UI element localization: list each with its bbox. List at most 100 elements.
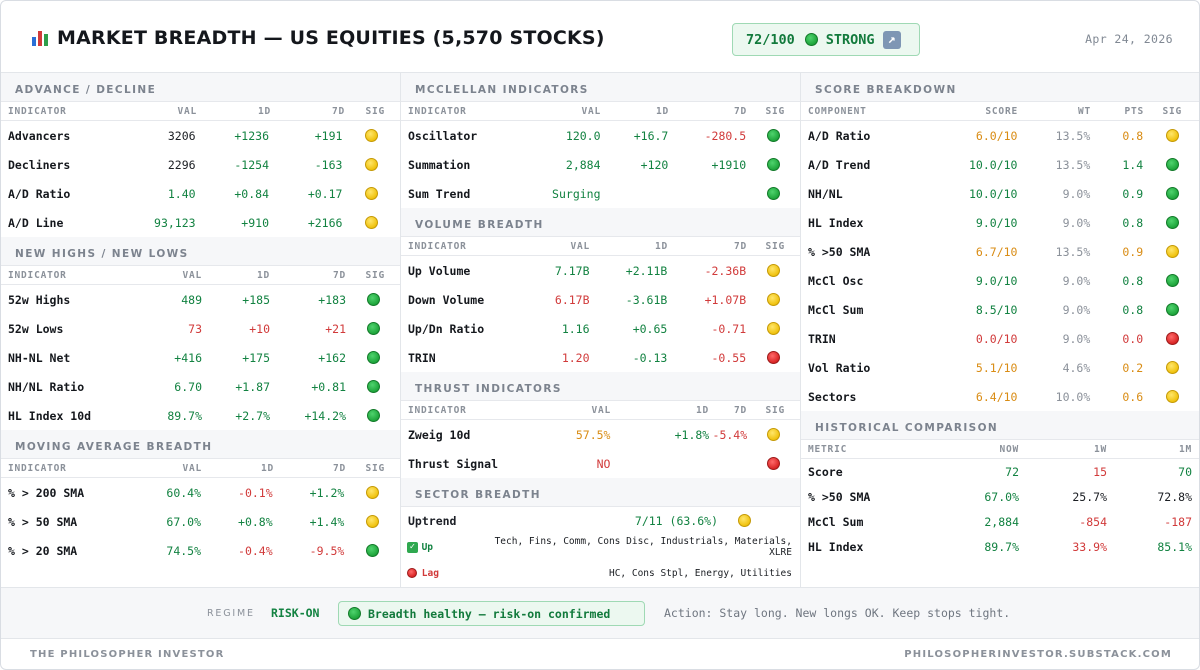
- row-sig: [746, 322, 800, 335]
- table-row: Advancers 3206 +1236 +191: [1, 121, 400, 150]
- section-title: ADVANCE / DECLINE: [1, 73, 400, 101]
- row-1d: -0.4%: [238, 543, 273, 558]
- table-row: Up Volume 7.17B +2.11B -2.36B: [401, 256, 800, 285]
- green-circle-icon: [766, 187, 780, 200]
- row-wt: 9.0%: [1062, 331, 1091, 346]
- footer: THE PHILOSOPHER INVESTOR PHILOSOPHERINVE…: [1, 639, 1199, 669]
- yellow-circle-icon: [766, 322, 780, 335]
- row-label: 52w Highs: [8, 292, 71, 307]
- sector-uptrend-row: Uptrend 7/11 (63.6%): [401, 506, 800, 534]
- column-middle: MCCLELLAN INDICATORS INDICATOR VAL 1D 7D…: [401, 73, 801, 587]
- table-row: HL Index 10d 89.7% +2.7% +14.2%: [1, 401, 400, 430]
- row-sig: [746, 187, 800, 200]
- yellow-circle-icon: [365, 515, 379, 528]
- row-pts: 0.6: [1122, 389, 1144, 404]
- row-label: TRIN: [408, 350, 436, 365]
- row-1d: -1254: [234, 157, 269, 172]
- table-header: INDICATOR VAL 1D 7D SIG: [1, 101, 400, 121]
- row-pts: 0.9: [1122, 244, 1144, 259]
- row-sig: [746, 129, 800, 142]
- row-wt: 9.0%: [1062, 273, 1091, 288]
- header-1d: 1D: [256, 269, 270, 281]
- row-val: 2296: [167, 157, 196, 172]
- row-label: % >50 SMA: [808, 489, 871, 504]
- table-row: Zweig 10d 57.5% +1.8% -5.4%: [401, 420, 800, 449]
- row-wt: 9.0%: [1062, 215, 1091, 230]
- section-title: THRUST INDICATORS: [401, 372, 800, 400]
- row-label: HL Index: [808, 215, 864, 230]
- row-val: 67.0%: [166, 514, 202, 529]
- row-1m: 72.8%: [1157, 489, 1192, 504]
- row-label: Sectors: [808, 389, 857, 404]
- row-val: Surging: [552, 186, 601, 201]
- header-val: VAL: [591, 404, 611, 416]
- row-7d: +0.81: [311, 379, 346, 394]
- green-circle-icon: [366, 351, 380, 364]
- green-circle-icon: [804, 33, 818, 46]
- header-7d: 7D: [733, 105, 747, 117]
- header-component: COMPONENT: [808, 105, 867, 117]
- header-indicator: INDICATOR: [408, 404, 467, 416]
- header-sig: SIG: [365, 269, 385, 281]
- row-7d: +1.2%: [309, 485, 345, 500]
- yellow-circle-icon: [364, 158, 378, 171]
- hist-section: HISTORICAL COMPARISON METRIC NOW 1W 1M S…: [801, 411, 1199, 559]
- score-section: SCORE BREAKDOWN COMPONENT SCORE WT PTS S…: [801, 73, 1199, 411]
- row-now: 2,884: [984, 514, 1019, 529]
- header-val: VAL: [177, 105, 197, 117]
- row-label: Up Volume: [408, 263, 471, 278]
- row-val: 1.40: [167, 186, 196, 201]
- table-row: Sectors 6.4/10 10.0% 0.6: [801, 382, 1199, 411]
- row-label: Score: [808, 464, 843, 479]
- table-row: McCl Sum 2,884 -854 -187: [801, 509, 1199, 534]
- header-sig: SIG: [765, 105, 785, 117]
- row-score: 6.4/10: [975, 389, 1018, 404]
- sector-section: SECTOR BREADTH Uptrend 7/11 (63.6%) ✓ Up…: [401, 478, 800, 586]
- table-row: Oscillator 120.0 +16.7 -280.5: [401, 121, 800, 150]
- table-row: Thrust Signal NO: [401, 449, 800, 478]
- table-row: 52w Lows 73 +10 +21: [1, 314, 400, 343]
- row-label: Thrust Signal: [408, 456, 499, 471]
- score-value: 72/100: [746, 31, 795, 48]
- thrust-section: THRUST INDICATORS INDICATOR VAL 1D 7D SI…: [401, 372, 800, 478]
- header-sig: SIG: [1162, 105, 1182, 117]
- row-7d: +1910: [711, 157, 747, 172]
- row-val: 57.5%: [575, 427, 611, 442]
- header-1d: 1D: [695, 404, 709, 416]
- footer-link[interactable]: PHILOSOPHERINVESTOR.SUBSTACK.COM: [904, 649, 1172, 660]
- row-wt: 9.0%: [1062, 186, 1091, 201]
- green-circle-icon: [766, 158, 780, 171]
- row-sig: [344, 515, 400, 528]
- row-val: 3206: [167, 128, 196, 143]
- row-7d: +1.07B: [704, 292, 747, 307]
- green-circle-icon: [366, 293, 380, 306]
- header-1m: 1M: [1178, 443, 1192, 455]
- row-label: HL Index 10d: [8, 408, 92, 423]
- table-row: TRIN 1.20 -0.13 -0.55: [401, 343, 800, 372]
- row-wt: 13.5%: [1055, 157, 1091, 172]
- row-val: 6.17B: [554, 292, 590, 307]
- header-1d: 1D: [655, 105, 669, 117]
- footer-brand: THE PHILOSOPHER INVESTOR: [30, 649, 225, 660]
- row-sig: [747, 457, 800, 470]
- row-sig: [1143, 245, 1199, 258]
- table-row: McCl Sum 8.5/10 9.0% 0.8: [801, 295, 1199, 324]
- table-header: METRIC NOW 1W 1M: [801, 439, 1199, 459]
- row-1d: +185: [242, 292, 270, 307]
- row-wt: 13.5%: [1055, 128, 1091, 143]
- green-circle-icon: [366, 409, 380, 422]
- row-sig: [342, 187, 400, 200]
- red-circle-icon: [766, 351, 780, 364]
- row-score: 6.7/10: [975, 244, 1018, 259]
- table-header: COMPONENT SCORE WT PTS SIG: [801, 101, 1199, 121]
- row-1d: +10: [249, 321, 270, 336]
- row-label: % > 20 SMA: [8, 543, 78, 558]
- status-label: STRONG: [825, 31, 875, 48]
- row-score: 8.5/10: [975, 302, 1018, 317]
- header-indicator: INDICATOR: [8, 269, 67, 281]
- mcc-section: MCCLELLAN INDICATORS INDICATOR VAL 1D 7D…: [401, 73, 800, 208]
- row-sig: [1143, 361, 1199, 374]
- uptrend-label: Uptrend: [408, 513, 457, 528]
- table-row: A/D Ratio 1.40 +0.84 +0.17: [1, 179, 400, 208]
- row-pts: 0.8: [1122, 273, 1144, 288]
